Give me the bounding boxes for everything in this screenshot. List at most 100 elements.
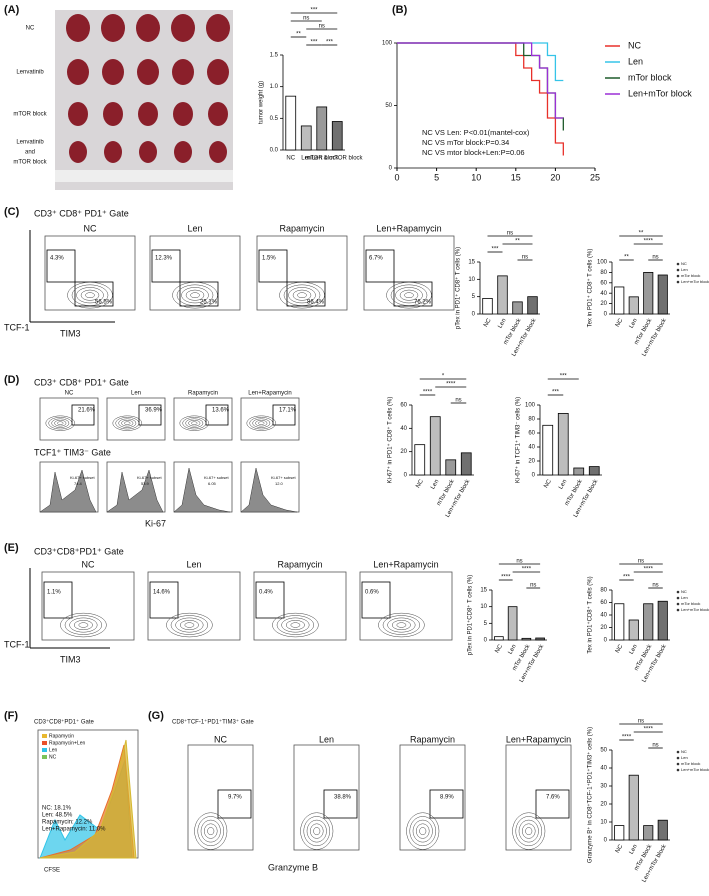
x-tick-label: 15 [511,172,521,182]
x-tick-label: 5 [434,172,439,182]
contour [85,292,95,299]
sig-label: **** [644,727,654,733]
sig-label: ns [652,255,658,261]
y-tick-label: 80 [528,417,535,423]
contour [48,417,73,430]
x-tick-label: Len [629,844,639,856]
bar [535,637,545,641]
x-tick-label: NC [543,478,553,489]
bar [521,637,532,641]
plot-frame [359,571,453,641]
x-tick-label: Len [508,644,518,656]
contour [185,289,205,301]
gate-title: CD3⁺CD8⁺PD1⁺ Gate [34,719,95,726]
y-tick-label: 40 [528,445,535,451]
bar [657,274,668,315]
y-tick-label: 50 [600,748,607,754]
bar [628,619,639,641]
sig-label: **** [522,567,532,573]
bar [643,271,654,315]
contour [60,612,107,638]
y-tick-label: 0 [472,312,476,318]
contour [306,819,327,843]
sig-label: ns [319,24,325,30]
contour [185,418,204,428]
bar [300,125,312,151]
x-tick-label: mTOR block [305,156,339,162]
gate-title: CD3⁺CD8⁺PD1⁺ Gate [34,546,124,556]
bar [542,424,554,476]
gate-pct: 38.8% [334,795,352,801]
plot-frame [173,397,233,441]
contour [303,816,330,847]
y-axis-label: pTex in PD1⁺ CD8⁺ T cells (%) [455,247,462,329]
legend-label: Len+mTor block [681,767,709,772]
tumor [101,14,125,42]
subset-value: 12.0 [275,481,284,486]
contour [57,421,64,425]
contour [181,287,209,304]
y-tick-label: 0 [484,638,488,644]
x-axis-label: CFSE [44,868,60,874]
contour [170,615,209,635]
plot-title: Len [131,391,141,397]
gate [217,789,252,819]
plot-title: NC [65,391,74,397]
contour [406,812,440,850]
contour [207,827,215,836]
plot-frame [39,397,99,441]
bar [628,296,639,315]
y-tick-label: 10 [480,604,487,610]
contour [395,287,423,304]
survival-line [397,42,564,119]
gate-pct: 21.6% [78,408,96,414]
sig-label: **** [501,575,511,581]
legend-marker [676,590,680,594]
x-tick-label: 10 [471,172,481,182]
legend-swatch [42,734,47,738]
subset-value: 74.4 [74,481,83,486]
contour [246,415,277,431]
x-tick-label: 25 [590,172,600,182]
legend-label: mTor block [681,761,700,766]
x-tick-label: Len [558,479,568,491]
plot-title: Len+Rapamycin [376,223,441,233]
contour [419,827,427,836]
y-tick-label: 60 [600,280,607,286]
gate-pct: 6.7% [369,256,383,262]
row-label: Lenvatinib [16,140,44,146]
contour [249,417,274,430]
y-axis-label: TCF-1 [4,639,30,649]
gate-pct: 1.1% [47,590,61,596]
x-tick-label: Len [430,479,440,491]
gate-pct: 25.1% [200,300,218,306]
legend-marker [676,274,680,278]
gate-title: CD8⁺TCF-1⁺PD1⁺TIM3⁺ Gate [172,719,254,726]
plot-title: Len+Rapamycin [373,559,438,569]
annotation: NC VS mTor block:P=0.34 [422,138,509,147]
gate-pct: 1.5% [262,256,276,262]
contour [386,282,432,309]
panel-label: (F) [4,710,18,722]
contour [313,827,321,836]
contour [76,287,104,304]
plot-title: Len [319,734,334,744]
y-tick-label: 0 [604,838,608,844]
legend-marker [676,268,680,272]
sig-label: *** [310,40,318,46]
bar [657,600,668,641]
contour [276,615,315,635]
y-tick-label: 20 [600,802,607,808]
bar [445,459,457,476]
gate [535,789,570,819]
subset-label: Ki-67+ subset [137,475,162,480]
annotation: NC VS mtor block+Len:P=0.06 [422,148,525,157]
contour [283,284,321,306]
gate-pct: 56.5% [95,300,113,306]
x-tick-label: 20 [550,172,560,182]
y-axis-label: TCF-1 [4,322,30,332]
plot-title: NC [82,559,95,569]
gate [272,404,296,426]
contour [416,823,430,839]
sig-label: ** [624,255,629,261]
